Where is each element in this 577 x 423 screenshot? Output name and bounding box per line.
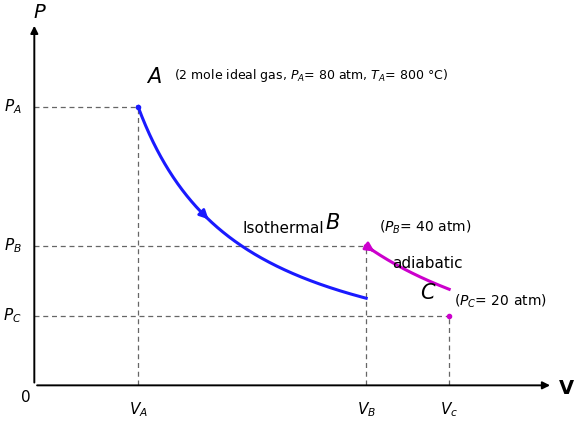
Text: $P_A$: $P_A$ bbox=[4, 97, 22, 116]
Text: $V_c$: $V_c$ bbox=[440, 401, 458, 419]
Text: $P_B$: $P_B$ bbox=[4, 236, 22, 255]
Text: 0: 0 bbox=[21, 390, 31, 405]
Text: adiabatic: adiabatic bbox=[392, 256, 463, 271]
Text: $V_A$: $V_A$ bbox=[129, 401, 148, 419]
Text: $P$: $P$ bbox=[33, 3, 46, 22]
Text: $\mathbf{V}$: $\mathbf{V}$ bbox=[558, 379, 575, 398]
Text: ($P_C$= 20 atm): ($P_C$= 20 atm) bbox=[454, 293, 547, 310]
Text: (2 mole ideal gas, $P_A$= 80 atm, $T_A$= 800 °C): (2 mole ideal gas, $P_A$= 80 atm, $T_A$=… bbox=[174, 67, 448, 84]
Text: $C$: $C$ bbox=[420, 283, 437, 303]
Text: Isothermal: Isothermal bbox=[242, 221, 324, 236]
Text: $V_B$: $V_B$ bbox=[357, 401, 376, 419]
Text: ($P_B$= 40 atm): ($P_B$= 40 atm) bbox=[379, 218, 471, 236]
Text: $B$: $B$ bbox=[325, 214, 340, 233]
Text: $A$: $A$ bbox=[147, 67, 162, 87]
Text: $P_C$: $P_C$ bbox=[3, 306, 22, 325]
